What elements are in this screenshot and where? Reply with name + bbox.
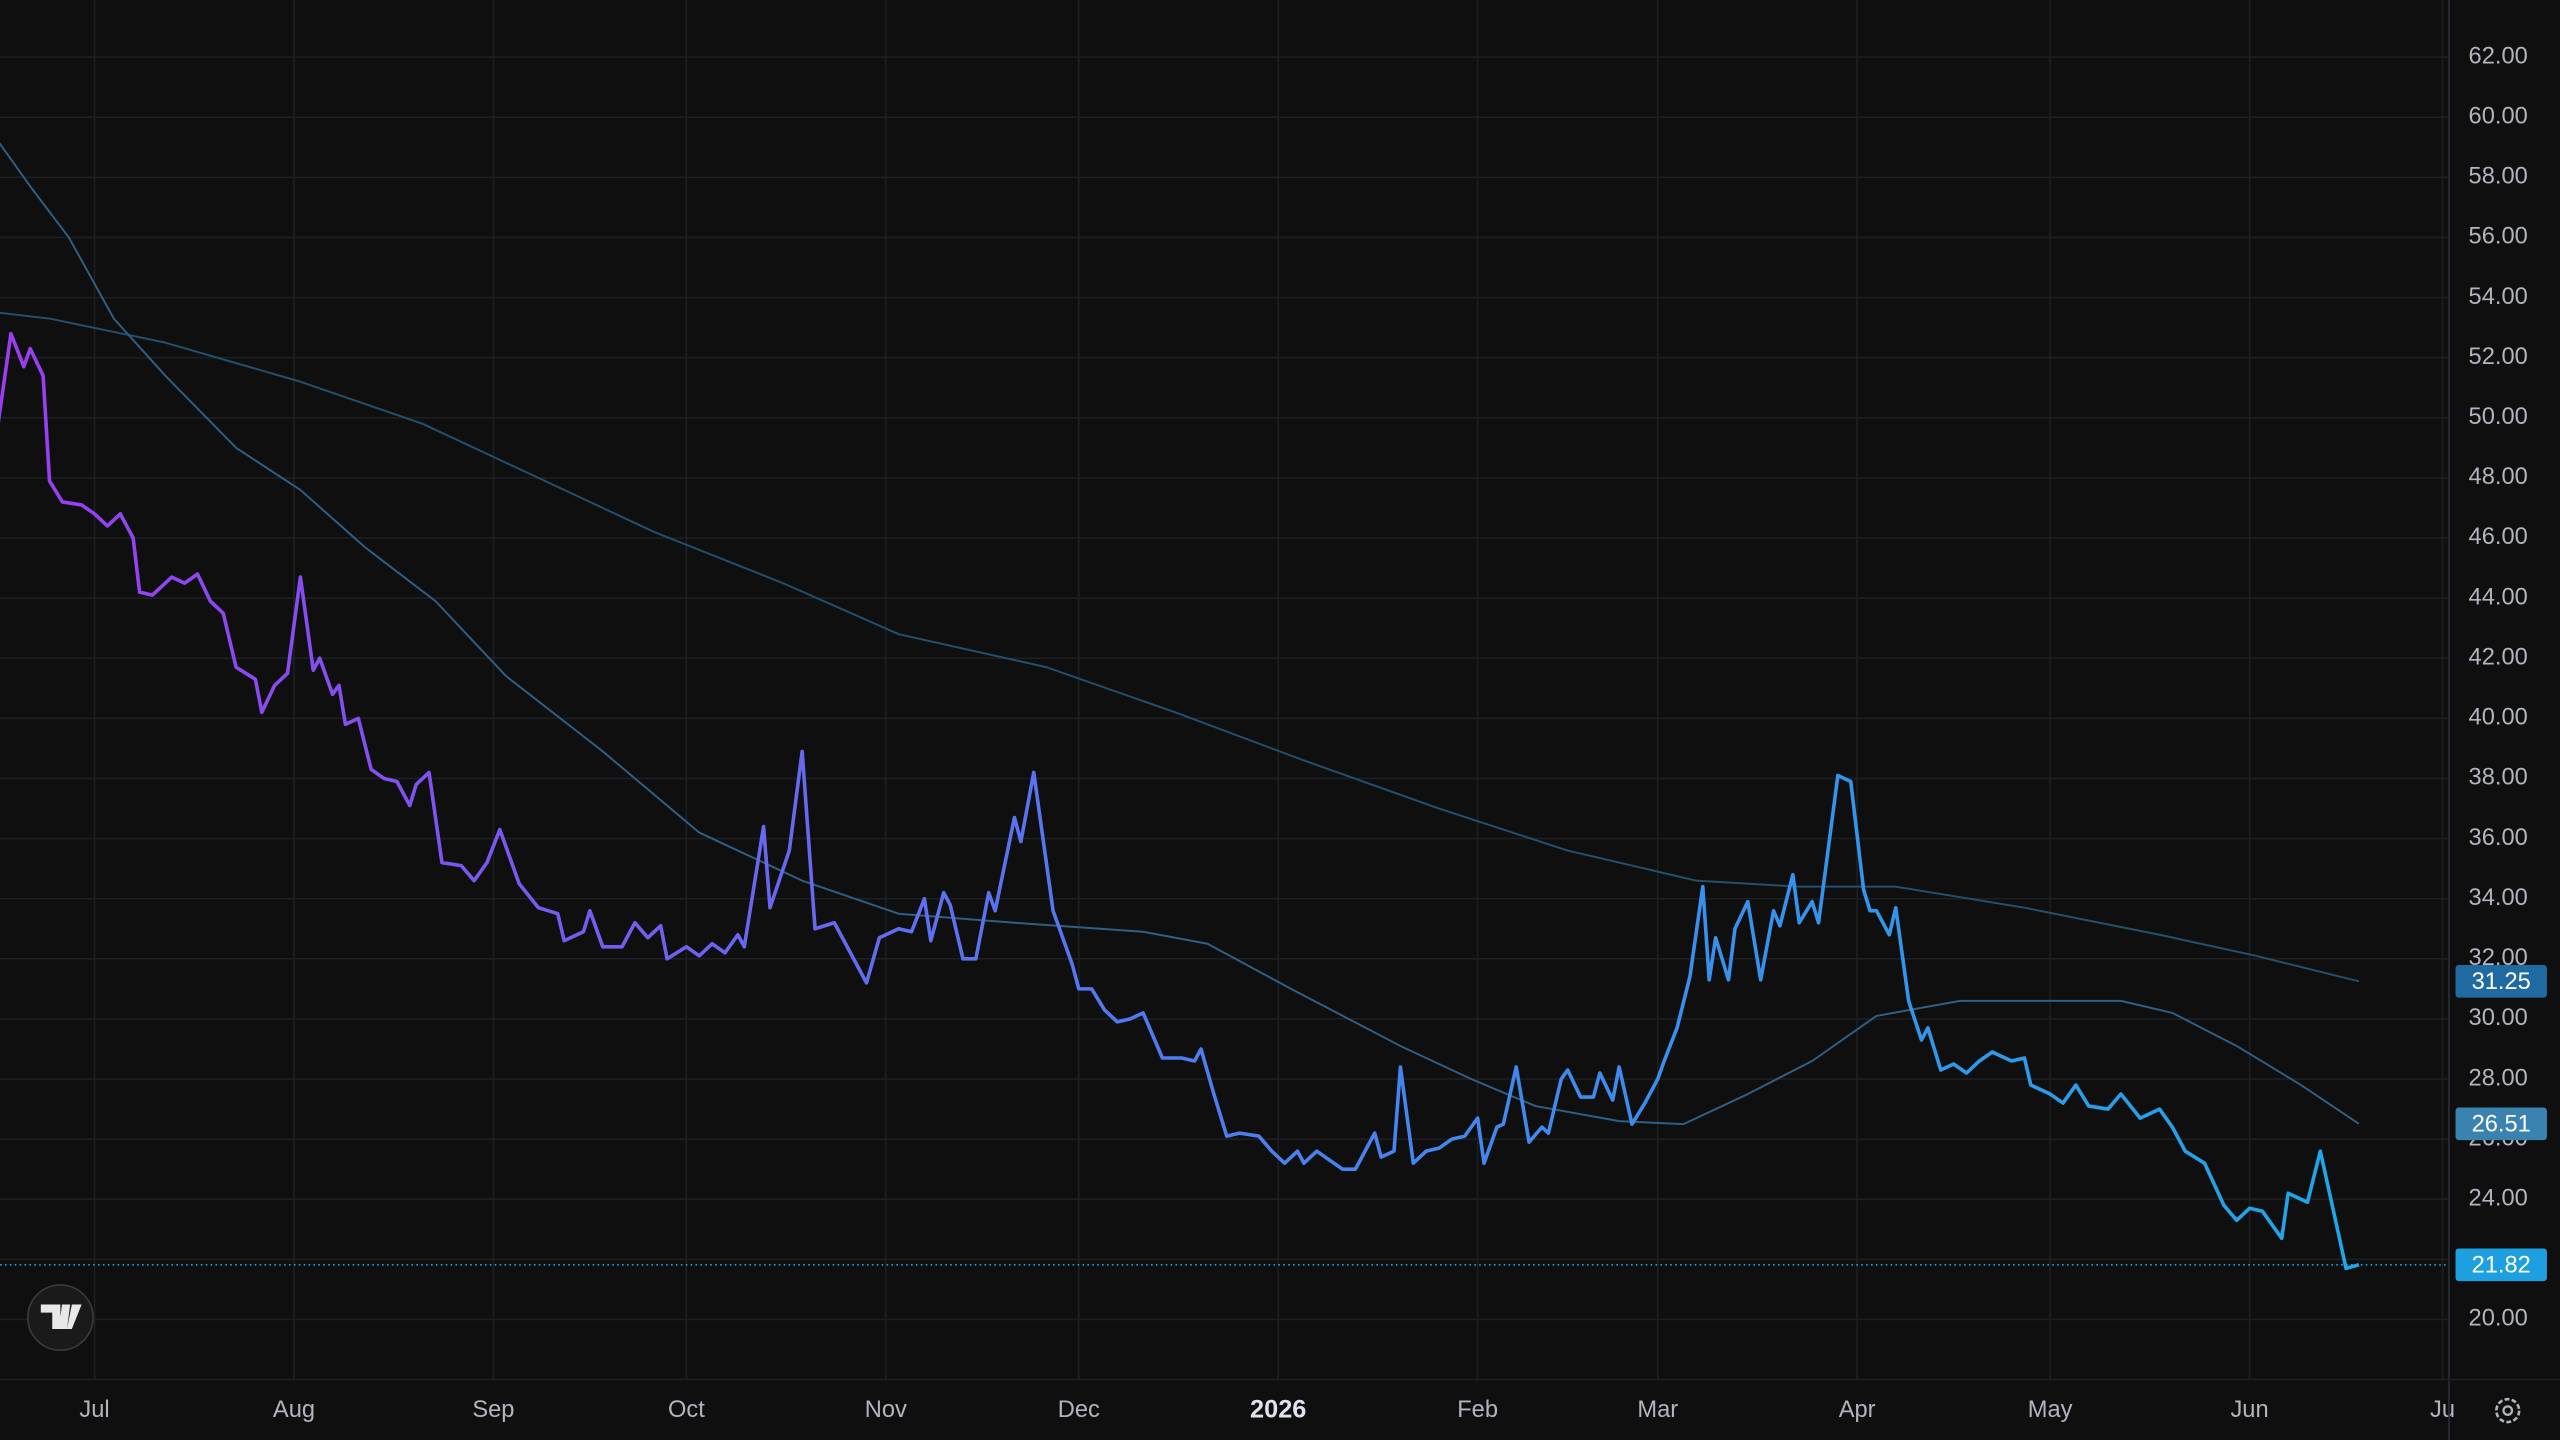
x-tick-label: May bbox=[2028, 1397, 2073, 1423]
series-line bbox=[0, 142, 2360, 1126]
y-tick-label: 50.00 bbox=[2469, 404, 2528, 430]
y-tick-label: 54.00 bbox=[2469, 284, 2528, 310]
tradingview-logo[interactable] bbox=[26, 1284, 94, 1352]
x-tick-label: Jun bbox=[2230, 1397, 2268, 1423]
x-tick-label: Nov bbox=[865, 1397, 907, 1423]
y-tick-label: 36.00 bbox=[2469, 825, 2528, 851]
x-tick-label: Sep bbox=[472, 1397, 514, 1423]
price-label-box bbox=[2455, 1107, 2547, 1141]
y-tick-label: 24.00 bbox=[2469, 1186, 2528, 1212]
y-tick-label: 62.00 bbox=[2469, 43, 2528, 69]
x-tick-label: 2026 bbox=[1250, 1395, 1306, 1423]
series-line bbox=[0, 311, 2360, 983]
price-label: 21.82 bbox=[2472, 1253, 2531, 1279]
y-tick-label: 28.00 bbox=[2469, 1065, 2528, 1091]
price-label-box bbox=[2455, 1248, 2547, 1282]
y-tick-label: 42.00 bbox=[2469, 644, 2528, 670]
price-label: 31.25 bbox=[2472, 969, 2531, 995]
price-label: 26.51 bbox=[2472, 1112, 2531, 1138]
y-tick-label: 30.00 bbox=[2469, 1005, 2528, 1031]
y-tick-label: 52.00 bbox=[2469, 344, 2528, 370]
x-tick-label: Apr bbox=[1839, 1397, 1876, 1423]
y-tick-label: 48.00 bbox=[2469, 464, 2528, 490]
y-tick-label: 46.00 bbox=[2469, 524, 2528, 550]
x-tick-label: Feb bbox=[1457, 1397, 1498, 1423]
y-tick-label: 60.00 bbox=[2469, 103, 2528, 129]
x-tick-label: Mar bbox=[1637, 1397, 1678, 1423]
grid bbox=[0, 0, 2449, 1380]
x-tick-label: Jul bbox=[79, 1397, 109, 1423]
y-tick-label: 34.00 bbox=[2469, 885, 2528, 911]
x-tick-label: Aug bbox=[273, 1397, 315, 1423]
price-label-box bbox=[2455, 965, 2547, 998]
x-tick-label: Dec bbox=[1058, 1397, 1100, 1423]
y-tick-label: 56.00 bbox=[2469, 224, 2528, 250]
y-tick-label: 58.00 bbox=[2469, 164, 2528, 190]
x-tick-label: Oct bbox=[668, 1397, 705, 1423]
y-tick-label: 38.00 bbox=[2469, 765, 2528, 791]
y-tick-label: 44.00 bbox=[2469, 584, 2528, 610]
y-tick-label: 40.00 bbox=[2469, 705, 2528, 731]
settings-button[interactable] bbox=[2495, 1397, 2521, 1424]
y-tick-label: 20.00 bbox=[2469, 1306, 2528, 1332]
series-line bbox=[0, 331, 2360, 1271]
x-tick-label: Ju bbox=[2430, 1397, 2455, 1423]
